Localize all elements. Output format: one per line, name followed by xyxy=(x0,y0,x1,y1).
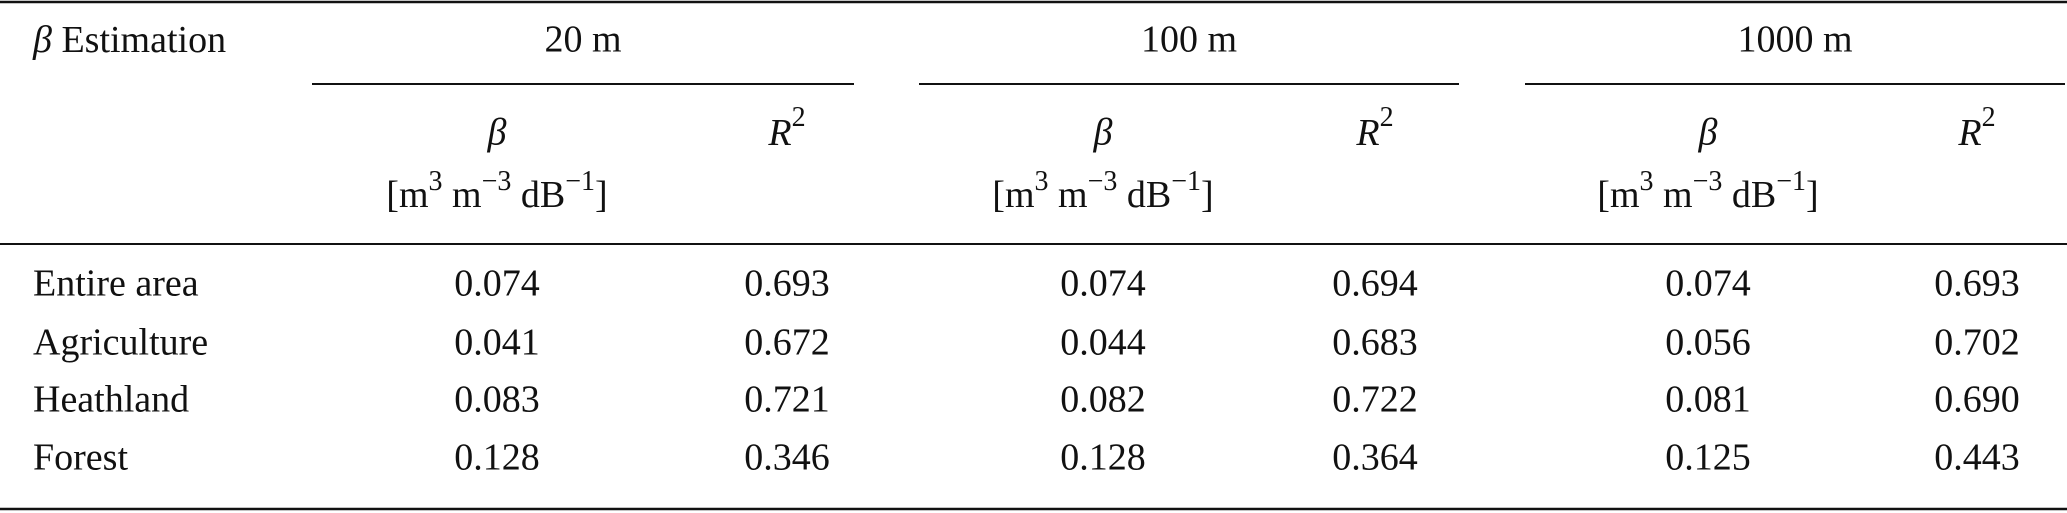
cell-value: 0.125 xyxy=(1665,437,1751,479)
corner-header: β Estimation xyxy=(32,19,226,61)
unit-part: dB xyxy=(511,174,565,216)
unit-exponent: −1 xyxy=(1776,166,1806,197)
unit-part: m xyxy=(443,174,482,216)
unit-part: m xyxy=(1654,174,1693,216)
cell-value: 0.128 xyxy=(454,437,540,479)
group-header: 100 m xyxy=(1141,19,1237,61)
cell-value: 0.056 xyxy=(1665,322,1751,364)
unit-exponent: 3 xyxy=(1035,166,1049,197)
beta-header: β xyxy=(1698,112,1718,154)
cell-value: 0.083 xyxy=(454,379,540,421)
r2-base: R xyxy=(767,112,791,154)
unit-exponent: −3 xyxy=(1088,166,1118,197)
unit-part: ] xyxy=(1806,174,1819,216)
unit-part: dB xyxy=(1117,174,1171,216)
r2-base: R xyxy=(1957,112,1981,154)
r2-exponent: 2 xyxy=(1380,102,1394,133)
cell-value: 0.721 xyxy=(744,379,830,421)
corner-text: Estimation xyxy=(61,19,226,61)
unit-exponent: −3 xyxy=(1693,166,1723,197)
cell-value: 0.694 xyxy=(1332,263,1418,305)
cell-value: 0.044 xyxy=(1060,322,1146,364)
cell-value: 0.074 xyxy=(1060,263,1146,305)
unit-exponent: 3 xyxy=(429,166,443,197)
unit-header: [m3 m−3 dB−1] xyxy=(1597,166,1818,215)
row-label: Entire area xyxy=(33,263,199,305)
unit-exponent: 3 xyxy=(1640,166,1654,197)
cell-value: 0.693 xyxy=(1934,263,2020,305)
unit-part: ] xyxy=(1201,174,1214,216)
unit-part: [m xyxy=(386,174,428,216)
cell-value: 0.722 xyxy=(1332,379,1418,421)
group-header: 1000 m xyxy=(1737,19,1852,61)
beta-header: β xyxy=(1093,112,1113,154)
r2-exponent: 2 xyxy=(1982,102,1996,133)
cell-value: 0.074 xyxy=(1665,263,1751,305)
cell-value: 0.702 xyxy=(1934,322,2020,364)
cell-value: 0.074 xyxy=(454,263,540,305)
beta-symbol: β xyxy=(32,19,52,61)
cell-value: 0.693 xyxy=(744,263,830,305)
cell-value: 0.082 xyxy=(1060,379,1146,421)
r2-header: R2 xyxy=(767,102,805,153)
row-label: Forest xyxy=(33,437,128,479)
cell-value: 0.041 xyxy=(454,322,540,364)
r2-exponent: 2 xyxy=(792,102,806,133)
r2-base: R xyxy=(1355,112,1379,154)
cell-value: 0.690 xyxy=(1934,379,2020,421)
unit-part: m xyxy=(1049,174,1088,216)
group-header: 20 m xyxy=(544,19,621,61)
cell-value: 0.364 xyxy=(1332,437,1418,479)
r2-header: R2 xyxy=(1957,102,1995,153)
unit-part: [m xyxy=(992,174,1034,216)
unit-part: [m xyxy=(1597,174,1639,216)
row-label: Agriculture xyxy=(33,322,208,364)
cell-value: 0.683 xyxy=(1332,322,1418,364)
unit-exponent: −3 xyxy=(482,166,512,197)
cell-value: 0.128 xyxy=(1060,437,1146,479)
cell-value: 0.346 xyxy=(744,437,830,479)
unit-exponent: −1 xyxy=(1171,166,1201,197)
cell-value: 0.081 xyxy=(1665,379,1751,421)
unit-part: ] xyxy=(595,174,608,216)
row-label: Heathland xyxy=(33,379,189,421)
unit-exponent: −1 xyxy=(565,166,595,197)
cell-value: 0.672 xyxy=(744,322,830,364)
unit-header: [m3 m−3 dB−1] xyxy=(386,166,607,215)
beta-header: β xyxy=(487,112,507,154)
unit-part: dB xyxy=(1722,174,1776,216)
r2-header: R2 xyxy=(1355,102,1393,153)
unit-header: [m3 m−3 dB−1] xyxy=(992,166,1213,215)
cell-value: 0.443 xyxy=(1934,437,2020,479)
